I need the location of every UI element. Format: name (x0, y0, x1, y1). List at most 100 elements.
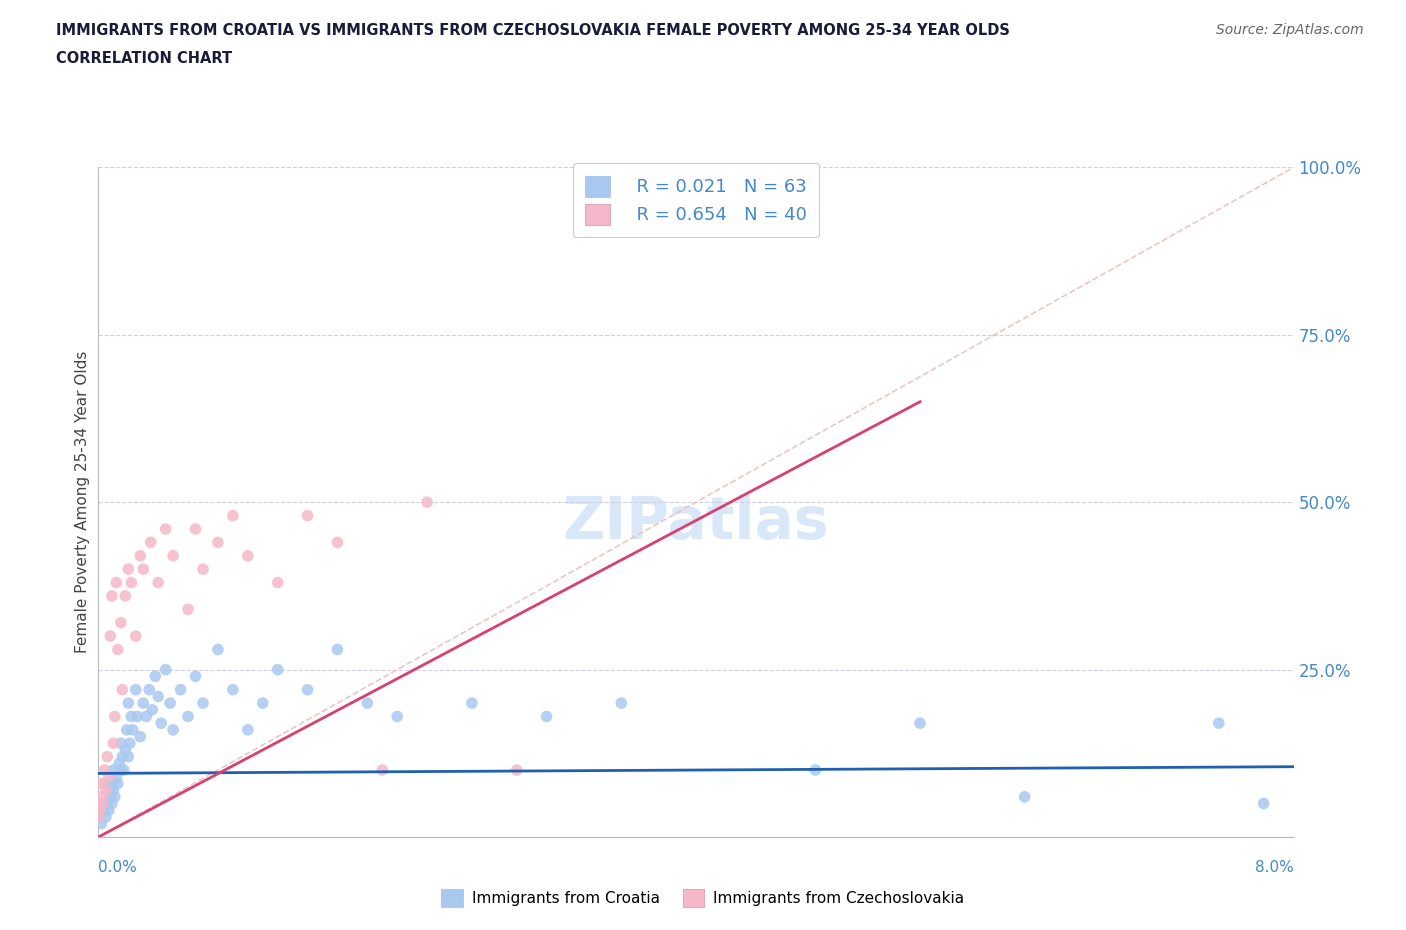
Point (105, 575, 128, 590)
Legend: Immigrants from Croatia, Immigrants from Czechoslovakia: Immigrants from Croatia, Immigrants from… (436, 884, 970, 913)
Point (107, 642, 129, 657)
Point (103, 776, 125, 790)
Point (105, 769, 128, 784)
Point (536, 709, 558, 724)
Point (93, 796, 115, 811)
Point (98, 783, 122, 798)
Point (125, 629, 148, 644)
Point (98, 790, 122, 804)
Point (1208, 716, 1230, 731)
Point (120, 575, 142, 590)
Point (138, 683, 160, 698)
Point (132, 696, 155, 711)
Point (117, 750, 139, 764)
Point (110, 763, 132, 777)
Point (87, 809, 110, 824)
Point (356, 696, 378, 711)
Point (1253, 796, 1275, 811)
Point (110, 616, 132, 631)
Point (222, 683, 245, 698)
Point (184, 522, 207, 537)
Text: Source: ZipAtlas.com: Source: ZipAtlas.com (1216, 23, 1364, 37)
Point (97, 803, 120, 817)
Point (155, 522, 177, 537)
Point (94, 783, 117, 798)
Point (371, 763, 394, 777)
Point (111, 750, 134, 764)
Point (103, 763, 125, 777)
Point (90, 817, 112, 831)
Point (804, 763, 827, 777)
Point (385, 709, 409, 724)
Point (461, 696, 484, 711)
Point (207, 535, 229, 550)
Point (107, 776, 129, 790)
Point (90, 790, 112, 804)
Point (121, 723, 143, 737)
Text: 0.0%: 0.0% (98, 860, 138, 875)
Point (191, 562, 214, 577)
Text: IMMIGRANTS FROM CROATIA VS IMMIGRANTS FROM CZECHOSLOVAKIA FEMALE POVERTY AMONG 2: IMMIGRANTS FROM CROATIA VS IMMIGRANTS FR… (56, 23, 1010, 38)
Point (416, 495, 439, 510)
Point (91, 796, 114, 811)
Point (135, 709, 157, 724)
Point (177, 602, 200, 617)
Point (96, 796, 118, 811)
Point (120, 709, 142, 724)
Point (267, 662, 290, 677)
Point (127, 709, 149, 724)
Point (236, 723, 259, 737)
Point (94, 776, 117, 790)
Point (98, 629, 122, 644)
Point (117, 562, 139, 577)
Point (87, 796, 110, 811)
Point (1014, 790, 1036, 804)
Point (108, 756, 131, 771)
Point (114, 742, 136, 757)
Point (252, 696, 274, 711)
Point (148, 689, 170, 704)
Point (222, 508, 245, 523)
Point (91, 803, 114, 817)
Point (506, 763, 529, 777)
Point (115, 723, 138, 737)
Point (184, 669, 207, 684)
Point (159, 696, 181, 711)
Point (148, 575, 170, 590)
Point (103, 736, 125, 751)
Point (111, 683, 134, 698)
Point (162, 723, 184, 737)
Point (236, 549, 259, 564)
Text: 8.0%: 8.0% (1254, 860, 1294, 875)
Point (207, 642, 229, 657)
Point (129, 549, 152, 564)
Point (96, 750, 118, 764)
Point (155, 662, 177, 677)
Point (267, 575, 290, 590)
Point (97, 769, 120, 784)
Point (150, 716, 173, 731)
Point (103, 783, 125, 798)
Point (326, 642, 349, 657)
Point (162, 549, 184, 564)
Point (610, 696, 633, 711)
Point (118, 736, 141, 751)
Point (101, 589, 124, 604)
Point (94, 809, 117, 824)
Point (139, 535, 162, 550)
Point (141, 702, 163, 717)
Point (326, 535, 349, 550)
Point (297, 508, 319, 523)
Point (104, 709, 127, 724)
Point (114, 589, 136, 604)
Point (104, 790, 127, 804)
Legend:   R = 0.021   N = 63,   R = 0.654   N = 40: R = 0.021 N = 63, R = 0.654 N = 40 (572, 163, 820, 237)
Point (191, 696, 214, 711)
Text: ZIPatlas: ZIPatlas (562, 494, 830, 551)
Point (93, 763, 115, 777)
Point (125, 683, 148, 698)
Point (297, 683, 319, 698)
Point (132, 562, 155, 577)
Text: CORRELATION CHART: CORRELATION CHART (56, 51, 232, 66)
Point (143, 669, 166, 684)
